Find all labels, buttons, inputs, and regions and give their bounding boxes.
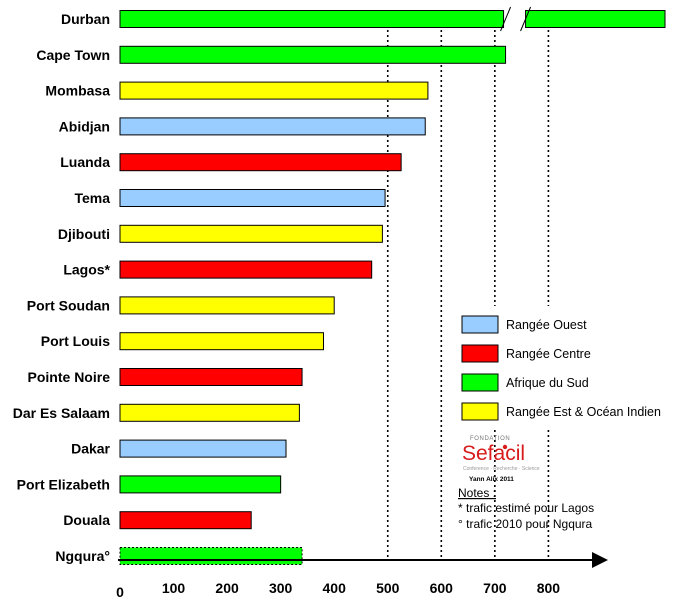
category-label-djibouti: Djibouti	[58, 226, 110, 242]
bar-djibouti	[119, 224, 383, 243]
x-tick-600: 600	[430, 580, 454, 596]
logo-name: Sefacil	[462, 442, 525, 465]
category-label-luanda: Luanda	[60, 154, 110, 170]
bar-dar-es-salaam	[119, 403, 300, 422]
x-axis	[118, 552, 608, 568]
bar-douala	[119, 511, 252, 530]
legend-label-afrique-du-sud: Afrique du Sud	[506, 376, 589, 390]
x-tick-700: 700	[483, 580, 507, 596]
gridlines	[386, 10, 550, 558]
legend-swatch-rang-e-ouest	[461, 315, 499, 334]
logo-tagline: Conference · Recherche · Science	[463, 466, 540, 472]
bar-luanda	[119, 153, 402, 172]
category-label-mombasa: Mombasa	[45, 83, 110, 99]
legend-label-rang-e-est-oc-an-indien: Rangée Est & Océan Indien	[506, 405, 661, 419]
category-label-ngqura: Ngqura°	[55, 548, 110, 564]
category-label-dakar: Dakar	[71, 441, 110, 457]
category-label-abidjan: Abidjan	[59, 118, 110, 134]
axis-break-mark	[500, 6, 512, 32]
bars	[119, 6, 666, 565]
category-label-pointe-noire: Pointe Noire	[28, 369, 111, 385]
note-line-ngqura: ° trafic 2010 pour Ngqura	[458, 517, 593, 531]
x-tick-500: 500	[376, 580, 400, 596]
note-line-lagos: * trafic estimé pour Lagos	[458, 501, 594, 515]
sefacil-logo: FONDATION Sefacil Conference · Recherche…	[462, 436, 540, 483]
bar-cape-town	[119, 45, 507, 64]
bar-abidjan	[119, 117, 426, 136]
notes-heading: Notes :	[458, 486, 496, 500]
bar-ngqura	[119, 547, 303, 565]
bar-durban-left-segment	[119, 10, 505, 28]
x-tick-0: 0	[116, 584, 124, 600]
legend-swatch-afrique-du-sud	[461, 373, 499, 392]
category-label-port-elizabeth: Port Elizabeth	[17, 476, 110, 492]
legend-swatch-rang-e-est-oc-an-indien	[461, 402, 499, 421]
category-label-tema: Tema	[74, 190, 110, 206]
author-credit: Yann Alix 2011	[469, 476, 514, 483]
bar-mombasa	[119, 81, 429, 100]
x-tick-100: 100	[162, 580, 186, 596]
category-label-lagos: Lagos*	[63, 262, 110, 278]
legend-label-rang-e-centre: Rangée Centre	[506, 347, 591, 361]
category-label-port-soudan: Port Soudan	[27, 297, 110, 313]
category-label-cape-town: Cape Town	[36, 47, 110, 63]
bar-durban	[119, 6, 666, 32]
bar-port-louis	[119, 332, 324, 351]
bar-pointe-noire	[119, 368, 303, 386]
x-tick-200: 200	[215, 580, 239, 596]
axis-break-mark	[520, 6, 532, 32]
bar-port-soudan	[119, 296, 335, 315]
category-labels: Durban Cape Town Mombasa Abidjan Luanda Tema D…	[13, 11, 111, 564]
bar-durban-right-segment	[525, 10, 666, 28]
legend-label-rang-e-ouest: Rangée Ouest	[506, 318, 587, 332]
x-tick-300: 300	[269, 580, 293, 596]
category-label-durban: Durban	[61, 11, 110, 27]
logo-top-text: FONDATION	[470, 436, 510, 442]
x-tick-400: 400	[323, 580, 347, 596]
logo-dot-icon	[502, 444, 508, 450]
category-label-douala: Douala	[63, 512, 110, 528]
x-tick-labels: 0 100 200 300 400 500 600 700 800	[116, 580, 560, 600]
x-axis-arrowhead	[592, 552, 608, 568]
category-label-port-louis: Port Louis	[41, 333, 110, 349]
bar-lagos	[119, 260, 373, 279]
bar-port-elizabeth	[119, 475, 282, 494]
category-label-dar-es-salaam: Dar Es Salaam	[13, 405, 110, 421]
x-tick-800: 800	[537, 580, 561, 596]
bar-dakar	[119, 439, 287, 458]
notes: Notes : * trafic estimé pour Lagos ° tra…	[458, 486, 594, 531]
legend-swatch-rang-e-centre	[461, 344, 499, 363]
legend: Rangée Ouest Rangée Centre Afrique du Sud R…	[452, 306, 672, 430]
bar-tema	[119, 189, 386, 207]
